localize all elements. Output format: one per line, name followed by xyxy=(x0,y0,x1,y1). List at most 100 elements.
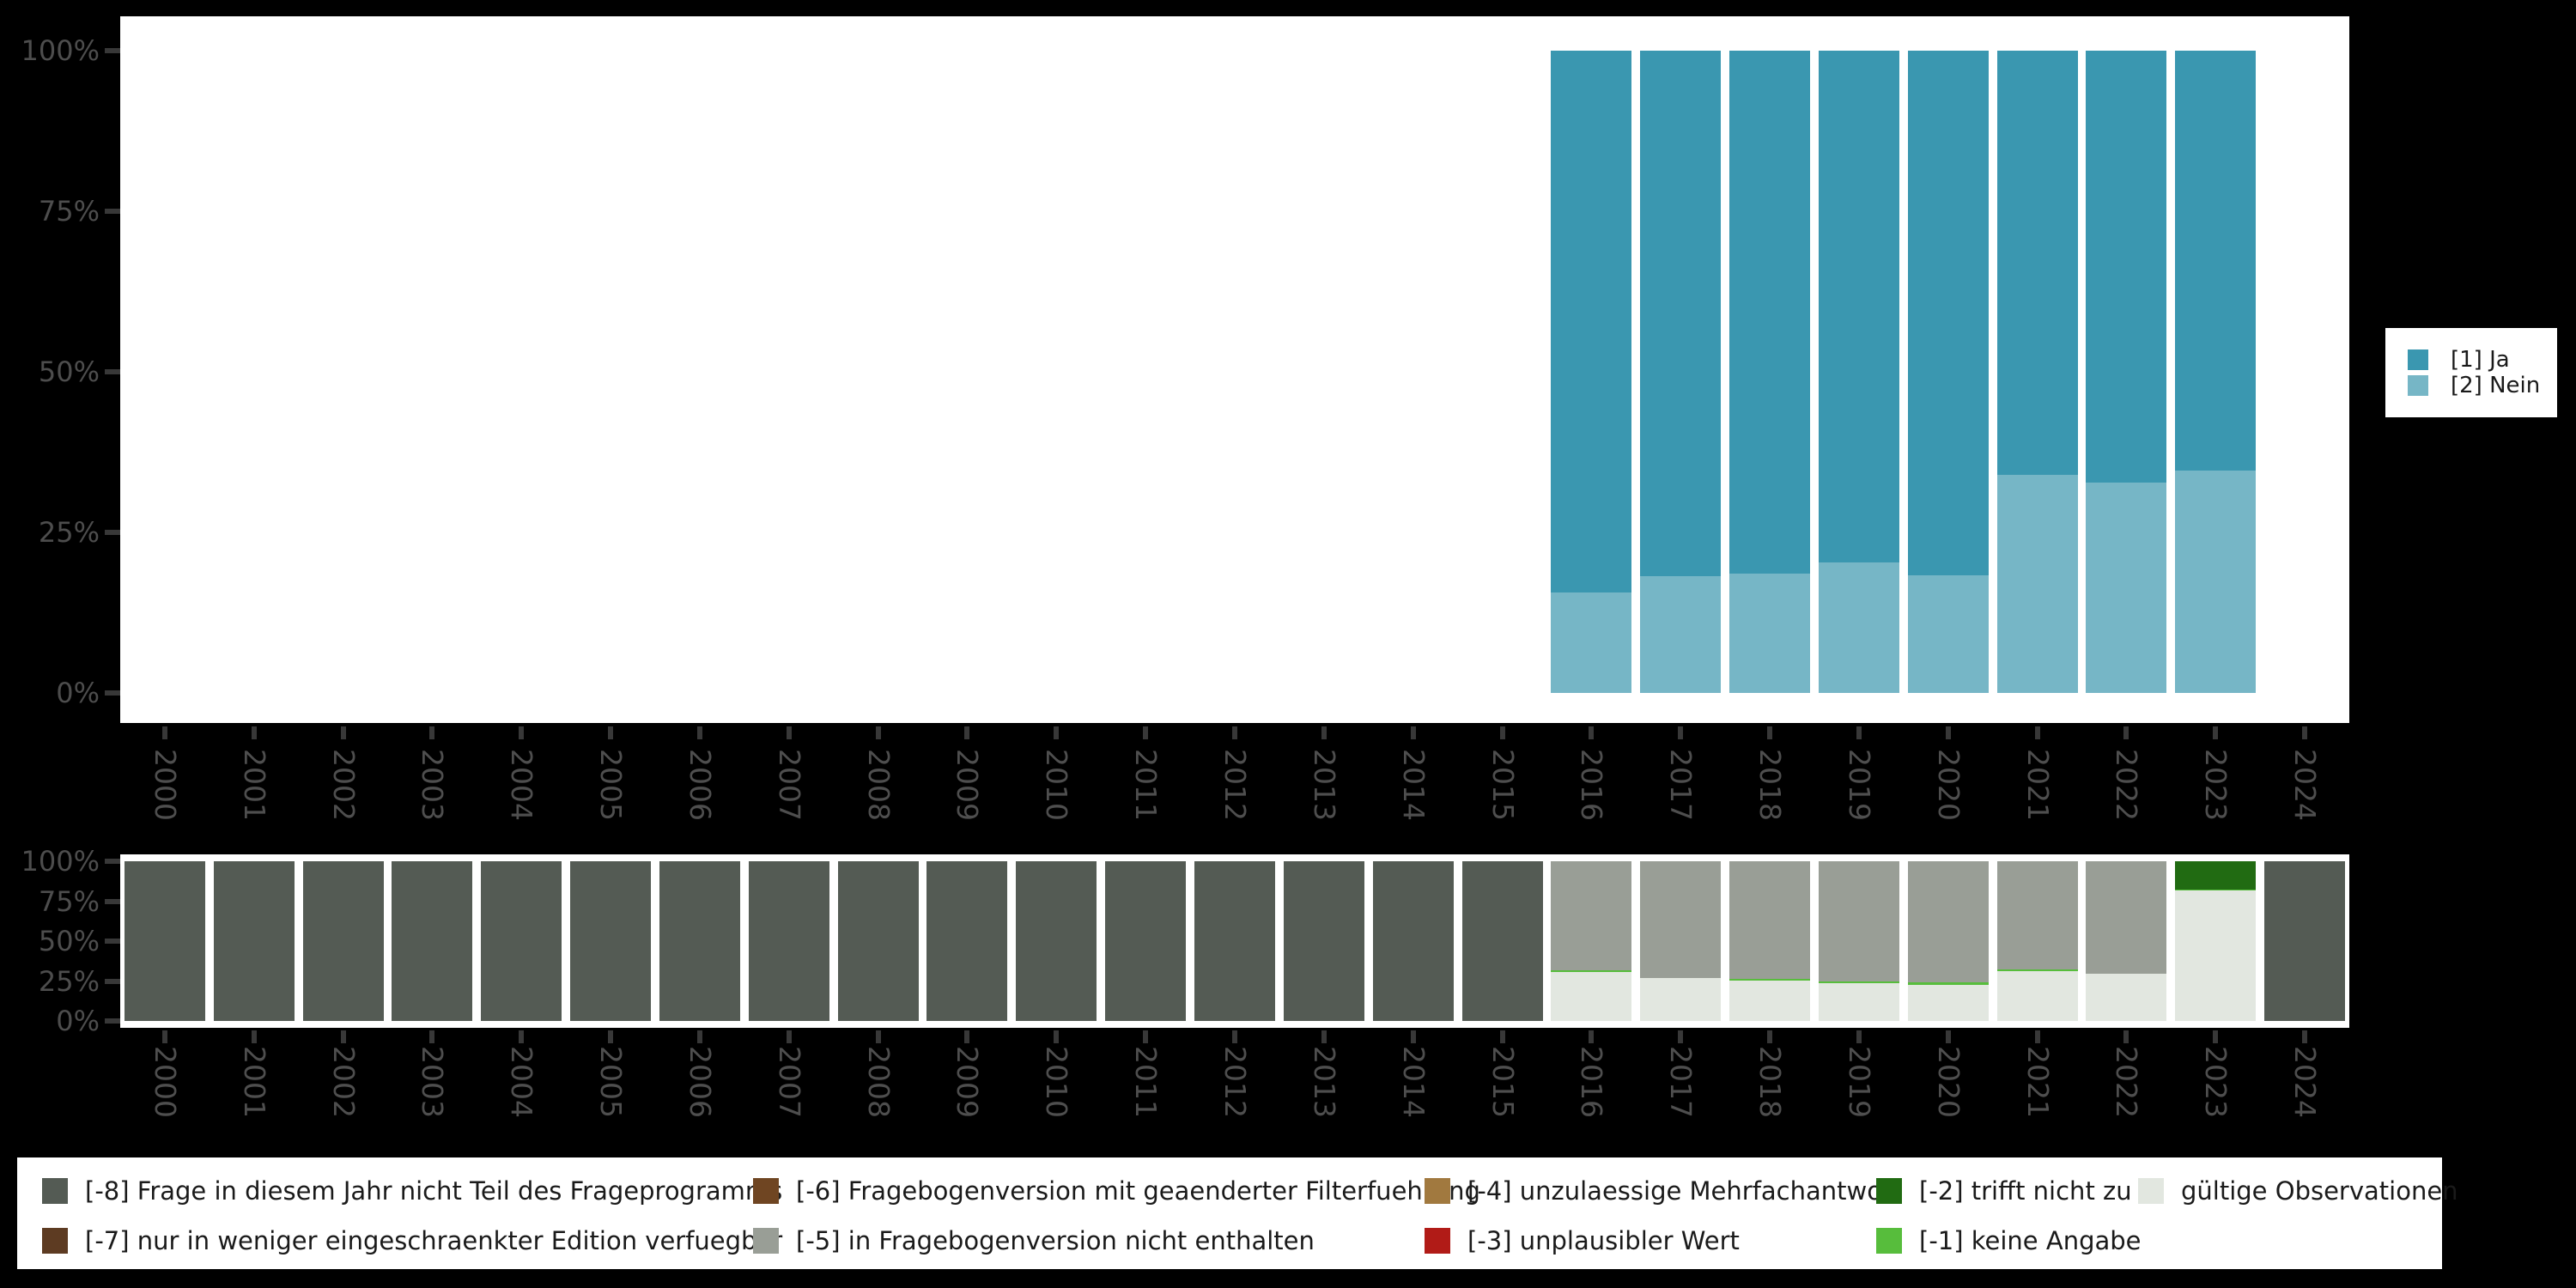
x-axis-tick xyxy=(1767,1030,1773,1043)
x-axis-tick xyxy=(429,1030,435,1043)
year-label-2002: 2002 xyxy=(326,749,361,821)
legend-label: [-6] Fragebogenversion mit geaenderter F… xyxy=(796,1176,1480,1206)
legend-swatch xyxy=(753,1228,779,1254)
x-axis-tick xyxy=(161,726,167,739)
year-label-2020: 2020 xyxy=(1931,1046,1965,1118)
year-label-2006: 2006 xyxy=(683,749,717,821)
x-axis-tick xyxy=(1054,726,1060,739)
y-axis-label: 25% xyxy=(38,964,100,998)
bar-segment-2022 xyxy=(2086,51,2167,483)
legend-item: [-5] in Fragebogenversion nicht enthalte… xyxy=(753,1228,1315,1254)
year-label-2004: 2004 xyxy=(505,1046,539,1118)
y-axis-label: 0% xyxy=(56,677,100,709)
year-label-2013: 2013 xyxy=(1307,749,1341,821)
x-axis-tick xyxy=(1054,1030,1060,1043)
bar-segment-2016 xyxy=(1551,970,1632,973)
year-label-2008: 2008 xyxy=(861,749,896,821)
legend-label: [-1] keine Angabe xyxy=(1919,1226,2142,1255)
bar-segment-2010 xyxy=(1016,861,1097,1021)
year-label-2008: 2008 xyxy=(861,1046,896,1118)
x-axis-tick xyxy=(875,726,881,739)
year-label-2022: 2022 xyxy=(2110,1046,2144,1118)
x-axis-tick xyxy=(2213,726,2219,739)
x-axis-tick xyxy=(1143,726,1149,739)
year-label-2002: 2002 xyxy=(326,1046,361,1118)
y-axis-label: 75% xyxy=(38,195,100,228)
legend-swatch xyxy=(42,1178,68,1204)
bar-segment-2018 xyxy=(1729,980,1811,1021)
year-label-2003: 2003 xyxy=(416,749,450,821)
x-axis-tick xyxy=(340,1030,346,1043)
bar-segment-2006 xyxy=(659,861,740,1021)
year-label-2014: 2014 xyxy=(1396,749,1431,821)
bar-segment-2021 xyxy=(1996,971,2078,1021)
x-axis-tick xyxy=(696,1030,702,1043)
y-axis-label: 0% xyxy=(56,1005,100,1037)
year-label-2024: 2024 xyxy=(2288,1046,2323,1118)
x-axis-tick xyxy=(1945,1030,1951,1043)
bar-segment-2023 xyxy=(2175,471,2257,693)
year-label-2009: 2009 xyxy=(951,1046,985,1118)
year-label-2023: 2023 xyxy=(2199,1046,2233,1118)
year-label-2004: 2004 xyxy=(505,749,539,821)
bar-segment-2023 xyxy=(2175,890,2257,1021)
year-label-2020: 2020 xyxy=(1931,749,1965,821)
year-label-2021: 2021 xyxy=(2020,749,2055,821)
bar-segment-2022 xyxy=(2086,861,2167,975)
year-label-2013: 2013 xyxy=(1307,1046,1341,1118)
legend-label: [1] Ja xyxy=(2451,347,2510,373)
x-axis-tick xyxy=(1143,1030,1149,1043)
y-axis-tick xyxy=(105,1018,120,1024)
x-axis-tick xyxy=(1856,1030,1862,1043)
legend-label: [-4] unzulaessige Mehrfachantwort xyxy=(1467,1176,1903,1206)
x-axis-tick xyxy=(1232,1030,1237,1043)
year-label-2009: 2009 xyxy=(951,749,985,821)
bar-segment-2021 xyxy=(1996,861,2078,970)
y-axis-tick xyxy=(105,939,120,944)
y-axis-tick xyxy=(105,209,120,214)
year-label-2005: 2005 xyxy=(594,749,629,821)
x-axis-tick xyxy=(2123,726,2129,739)
year-label-2010: 2010 xyxy=(1040,1046,1074,1118)
bar-segment-2000 xyxy=(124,861,205,1021)
bar-segment-2014 xyxy=(1372,861,1454,1021)
bar-segment-2001 xyxy=(213,861,295,1021)
bar-segment-2008 xyxy=(837,861,919,1021)
legend-item: gültige Observationen xyxy=(2138,1178,2458,1204)
bar-segment-2021 xyxy=(1996,969,2078,972)
x-axis-tick xyxy=(1321,726,1327,739)
year-label-2007: 2007 xyxy=(772,1046,806,1118)
x-axis-tick xyxy=(696,726,702,739)
y-axis-label: 100% xyxy=(21,34,100,67)
bar-segment-2019 xyxy=(1818,562,1899,693)
year-label-2015: 2015 xyxy=(1485,1046,1520,1118)
bar-segment-2020 xyxy=(1907,985,1989,1021)
x-axis-tick xyxy=(1410,726,1416,739)
x-axis-tick xyxy=(1589,1030,1595,1043)
x-axis-tick xyxy=(2302,1030,2308,1043)
x-axis-tick xyxy=(786,726,792,739)
x-axis-tick xyxy=(1767,726,1773,739)
legend-label: [-3] unplausibler Wert xyxy=(1467,1226,1740,1255)
bar-segment-2020 xyxy=(1907,575,1989,693)
bar-segment-2016 xyxy=(1551,861,1632,971)
bar-segment-2012 xyxy=(1194,861,1275,1021)
year-label-2000: 2000 xyxy=(148,1046,182,1118)
year-label-2001: 2001 xyxy=(237,749,271,821)
bar-segment-2019 xyxy=(1818,51,1899,563)
y-axis-tick xyxy=(105,369,120,374)
bar-segment-2021 xyxy=(1996,474,2078,693)
x-axis-tick xyxy=(2123,1030,2129,1043)
year-label-2018: 2018 xyxy=(1753,1046,1788,1118)
y-axis-label: 100% xyxy=(21,845,100,878)
bar-segment-2019 xyxy=(1818,981,1899,984)
legend-swatch xyxy=(1425,1178,1450,1204)
legend-swatch xyxy=(1876,1228,1902,1254)
y-axis-tick xyxy=(105,530,120,535)
y-axis-tick xyxy=(105,690,120,696)
legend-label: [2] Nein xyxy=(2451,373,2541,398)
x-axis-tick xyxy=(1856,726,1862,739)
legend-swatch xyxy=(2408,349,2428,370)
legend-item: [1] Ja xyxy=(2408,348,2510,372)
